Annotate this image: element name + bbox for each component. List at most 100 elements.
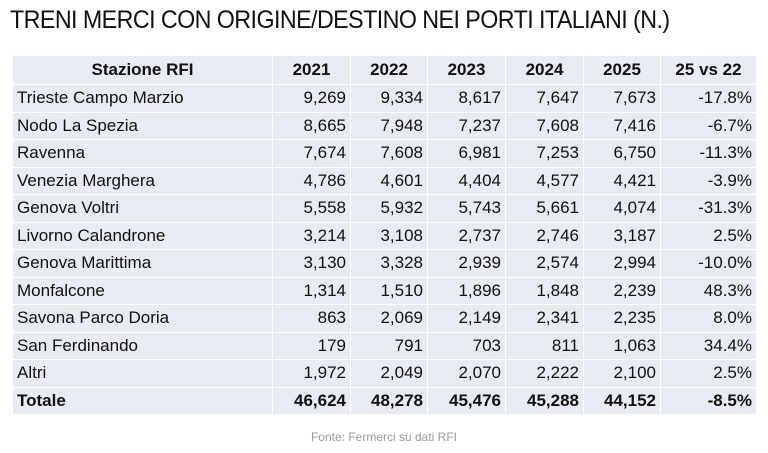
value-cell: 3,130 <box>272 249 351 278</box>
value-cell: 8.0% <box>660 304 757 333</box>
value-cell: 1,972 <box>272 359 351 388</box>
value-cell: 7,416 <box>583 111 661 140</box>
value-cell: 4,577 <box>505 166 584 195</box>
value-cell: 2.5% <box>660 221 757 250</box>
value-cell: -31.3% <box>660 194 757 223</box>
column-header: 2025 <box>583 55 661 85</box>
value-cell: 811 <box>505 331 584 360</box>
column-header: Stazione RFI <box>12 55 273 85</box>
value-cell: 45,288 <box>505 386 584 415</box>
value-cell: 2,574 <box>505 249 584 278</box>
value-cell: 8,617 <box>427 84 506 113</box>
table-row: Genova Marittima 3,130 3,328 2,939 2,574 2,99… <box>12 249 757 278</box>
total-row: Totale 46,624 48,278 45,476 45,288 44,152 -8.5… <box>12 386 757 415</box>
value-cell: 7,237 <box>427 111 506 140</box>
column-header: 2023 <box>427 55 506 85</box>
value-cell: 3,214 <box>272 221 351 250</box>
value-cell: 7,647 <box>505 84 584 113</box>
value-cell: 7,673 <box>583 84 661 113</box>
value-cell: 2,069 <box>350 304 428 333</box>
value-cell: 179 <box>272 331 351 360</box>
value-cell: 3,108 <box>350 221 428 250</box>
value-cell: -6.7% <box>660 111 757 140</box>
station-name-cell: Ravenna <box>12 139 273 168</box>
value-cell: 2,746 <box>505 221 584 250</box>
value-cell: 6,750 <box>583 139 661 168</box>
value-cell: 2,149 <box>427 304 506 333</box>
value-cell: 3,328 <box>350 249 428 278</box>
station-name-cell: Altri <box>12 359 273 388</box>
station-name-cell: Nodo La Spezia <box>12 111 273 140</box>
value-cell: 45,476 <box>427 386 506 415</box>
value-cell: 4,074 <box>583 194 661 223</box>
station-name-cell: Totale <box>12 386 273 415</box>
value-cell: 4,421 <box>583 166 661 195</box>
value-cell: 4,601 <box>350 166 428 195</box>
table-row: San Ferdinando 179 791 703 811 1,063 34.4% <box>12 331 757 360</box>
value-cell: 44,152 <box>583 386 661 415</box>
value-cell: 3,187 <box>583 221 661 250</box>
value-cell: -11.3% <box>660 139 757 168</box>
column-header: 25 vs 22 <box>660 55 757 85</box>
table-row: Genova Voltri 5,558 5,932 5,743 5,661 4,074 -3… <box>12 194 757 223</box>
value-cell: 46,624 <box>272 386 351 415</box>
station-name-cell: Trieste Campo Marzio <box>12 84 273 113</box>
value-cell: 4,786 <box>272 166 351 195</box>
data-table: Stazione RFI 2021 2022 2023 2024 2025 25 vs 22… <box>12 55 757 415</box>
value-cell: 7,253 <box>505 139 584 168</box>
value-cell: 6,981 <box>427 139 506 168</box>
value-cell: 2,939 <box>427 249 506 278</box>
value-cell: 2,235 <box>583 304 661 333</box>
value-cell: -10.0% <box>660 249 757 278</box>
value-cell: 1,510 <box>350 276 428 305</box>
value-cell: 7,608 <box>350 139 428 168</box>
station-name-cell: Savona Parco Doria <box>12 304 273 333</box>
value-cell: 9,334 <box>350 84 428 113</box>
station-name-cell: Genova Marittima <box>12 249 273 278</box>
source-note: Fonte: Fermerci su dati RFI <box>310 430 458 444</box>
station-name-cell: San Ferdinando <box>12 331 273 360</box>
value-cell: 1,848 <box>505 276 584 305</box>
table-row: Trieste Campo Marzio 9,269 9,334 8,617 7,647… <box>12 84 757 113</box>
column-header: 2024 <box>505 55 584 85</box>
value-cell: 5,743 <box>427 194 506 223</box>
value-cell: 7,674 <box>272 139 351 168</box>
value-cell: 2,994 <box>583 249 661 278</box>
value-cell: 2,070 <box>427 359 506 388</box>
table-row: Nodo La Spezia 8,665 7,948 7,237 7,608 7,416-… <box>12 111 757 140</box>
value-cell: 48,278 <box>350 386 428 415</box>
table-row: Altri 1,972 2,049 2,070 2,222 2,100 2.5% <box>12 359 757 388</box>
value-cell: 48.3% <box>660 276 757 305</box>
value-cell: -3.9% <box>660 166 757 195</box>
value-cell: 2,341 <box>505 304 584 333</box>
value-cell: 1,063 <box>583 331 661 360</box>
value-cell: -17.8% <box>660 84 757 113</box>
value-cell: 5,661 <box>505 194 584 223</box>
table-row: Livorno Calandrone 3,214 3,108 2,737 2,746 3,… <box>12 221 757 250</box>
value-cell: 9,269 <box>272 84 351 113</box>
value-cell: 1,896 <box>427 276 506 305</box>
table-row: Venezia Marghera 4,786 4,601 4,404 4,577 4,42… <box>12 166 757 195</box>
station-name-cell: Genova Voltri <box>12 194 273 223</box>
column-header: 2021 <box>272 55 351 85</box>
value-cell: 34.4% <box>660 331 757 360</box>
value-cell: 2,222 <box>505 359 584 388</box>
value-cell: 5,558 <box>272 194 351 223</box>
value-cell: 7,608 <box>505 111 584 140</box>
value-cell: 4,404 <box>427 166 506 195</box>
table-row: Monfalcone 1,314 1,510 1,896 1,848 2,239 48.3% <box>12 276 757 305</box>
station-name-cell: Livorno Calandrone <box>12 221 273 250</box>
value-cell: 2,100 <box>583 359 661 388</box>
station-name-cell: Monfalcone <box>12 276 273 305</box>
value-cell: 2,239 <box>583 276 661 305</box>
header-row: Stazione RFI 2021 2022 2023 2024 2025 25 vs 22 <box>12 55 757 85</box>
value-cell: 703 <box>427 331 506 360</box>
value-cell: 7,948 <box>350 111 428 140</box>
value-cell: -8.5% <box>660 386 757 415</box>
value-cell: 1,314 <box>272 276 351 305</box>
value-cell: 8,665 <box>272 111 351 140</box>
table-row: Savona Parco Doria 863 2,069 2,149 2,341 2,23… <box>12 304 757 333</box>
value-cell: 2,049 <box>350 359 428 388</box>
table-row: Ravenna 7,674 7,608 6,981 7,253 6,750 -11.3% <box>12 139 757 168</box>
value-cell: 791 <box>350 331 428 360</box>
